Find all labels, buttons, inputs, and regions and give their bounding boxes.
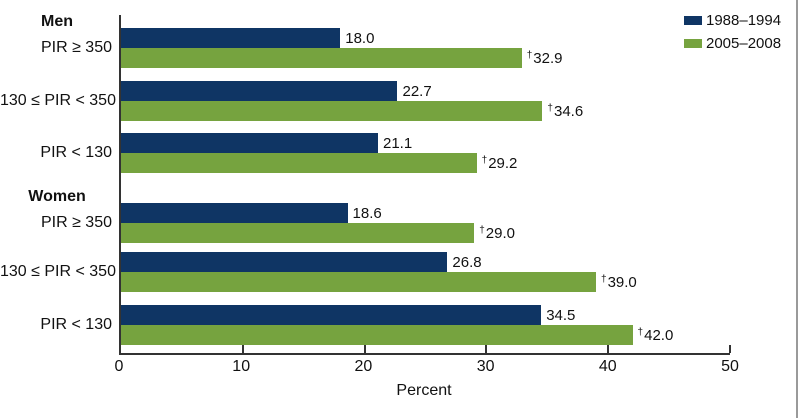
value-label: 21.1: [383, 136, 412, 151]
value-number: 42.0: [644, 326, 674, 344]
bar-row: †34.6: [121, 101, 730, 121]
value-label: 34.5: [546, 308, 575, 323]
x-tick: [729, 345, 731, 353]
value-label: 18.6: [353, 206, 382, 221]
x-tick: [607, 345, 610, 353]
value-number: 21.1: [382, 134, 413, 152]
x-tick-label: 10: [232, 358, 251, 375]
bar-2005-2008: [121, 223, 475, 243]
dagger-flag: †: [637, 326, 644, 338]
bar-pair: 34.5 †42.0: [121, 305, 730, 345]
bar-pair: 18.0 †32.9: [121, 28, 730, 68]
category-label: PIR ≥ 350: [40, 39, 112, 56]
bar-row: 22.7: [121, 81, 730, 101]
legend-item-2005-2008: 2005–2008: [684, 35, 781, 51]
x-axis-title: Percent: [396, 382, 452, 399]
bar-row: 26.8: [121, 252, 730, 272]
value-label: †42.0: [637, 326, 674, 344]
value-number: 26.8: [452, 253, 482, 271]
bar-pair: 26.8 †39.0: [121, 252, 730, 292]
bar-1988-1994: [121, 252, 448, 272]
x-tick-label: 40: [598, 358, 617, 375]
legend-swatch-1988-1994: [684, 15, 702, 25]
bar-row: 21.1: [121, 133, 730, 153]
dagger-flag: †: [526, 49, 533, 61]
category-label: 130 ≤ PIR < 350: [0, 92, 116, 109]
bar-row: †29.0: [121, 223, 730, 243]
category-label: PIR < 130: [40, 316, 112, 333]
bar-2005-2008: [121, 325, 633, 345]
bar-2005-2008: [121, 101, 543, 121]
dagger-flag: †: [481, 154, 488, 166]
value-label: †39.0: [601, 273, 637, 291]
category-label: PIR < 130: [40, 144, 112, 161]
right-edge-rule: [796, 0, 798, 418]
value-number: 32.9: [533, 49, 563, 67]
value-label: †32.9: [526, 49, 563, 67]
bar-row: †29.2: [121, 153, 730, 173]
bar-row: 18.0: [121, 28, 730, 48]
dagger-flag: †: [547, 102, 553, 114]
value-label: 26.8: [452, 255, 481, 270]
legend-label-2005-2008: 2005–2008: [706, 34, 782, 52]
value-number: 22.7: [402, 82, 432, 100]
value-number: 18.0: [345, 29, 375, 47]
bar-pair: 22.7 †34.6: [121, 81, 730, 121]
value-label: †29.2: [481, 154, 518, 172]
group-header: Men: [41, 13, 73, 30]
bar-1988-1994: [121, 305, 542, 325]
x-tick-label: 0: [114, 358, 124, 375]
bar-2005-2008: [121, 272, 597, 292]
legend-label-1988-1994: 1988–1994: [706, 11, 782, 29]
value-label: 18.0: [345, 31, 374, 46]
legend-item-1988-1994: 1988–1994: [684, 12, 781, 28]
bar-2005-2008: [121, 153, 477, 173]
dagger-flag: †: [479, 224, 485, 236]
value-label: 22.7: [402, 84, 431, 99]
bar-pair: 21.1 †29.2: [121, 133, 730, 173]
bar-row: 18.6: [121, 203, 730, 223]
bar-1988-1994: [121, 133, 378, 153]
x-tick: [363, 345, 366, 353]
x-tick-label: 20: [354, 358, 373, 375]
x-tick: [241, 345, 244, 353]
legend: 1988–1994 2005–2008: [684, 12, 781, 58]
value-label: †34.6: [547, 102, 584, 120]
legend-swatch-2005-2008: [684, 38, 702, 48]
group-header: Women: [28, 188, 86, 205]
value-number: 34.6: [553, 102, 584, 120]
bar-1988-1994: [121, 203, 348, 223]
bar-row: 34.5: [121, 305, 730, 325]
dagger-flag: †: [601, 273, 607, 285]
value-number: 29.2: [488, 154, 518, 172]
bar-1988-1994: [121, 28, 341, 48]
plot-area: 18.0 †32.9 22.7 †34.6 21.1 †29.2 18.6 †29.0 26.8…: [119, 15, 731, 355]
value-number: 18.6: [352, 204, 382, 222]
bar-row: †32.9: [121, 48, 730, 68]
bar-row: †39.0: [121, 272, 730, 292]
bar-1988-1994: [121, 81, 398, 101]
bar-2005-2008: [121, 48, 522, 68]
value-number: 29.0: [485, 224, 515, 242]
category-label: 130 ≤ PIR < 350: [0, 263, 116, 280]
category-label: PIR ≥ 350: [40, 214, 112, 231]
value-label: †29.0: [479, 224, 515, 242]
value-number: 39.0: [607, 273, 637, 291]
value-number: 34.5: [546, 306, 576, 324]
bar-row: †42.0: [121, 325, 730, 345]
x-tick: [485, 345, 488, 353]
x-tick-label: 50: [721, 358, 739, 375]
bar-pair: 18.6 †29.0: [121, 203, 730, 243]
x-tick-label: 30: [476, 358, 495, 375]
